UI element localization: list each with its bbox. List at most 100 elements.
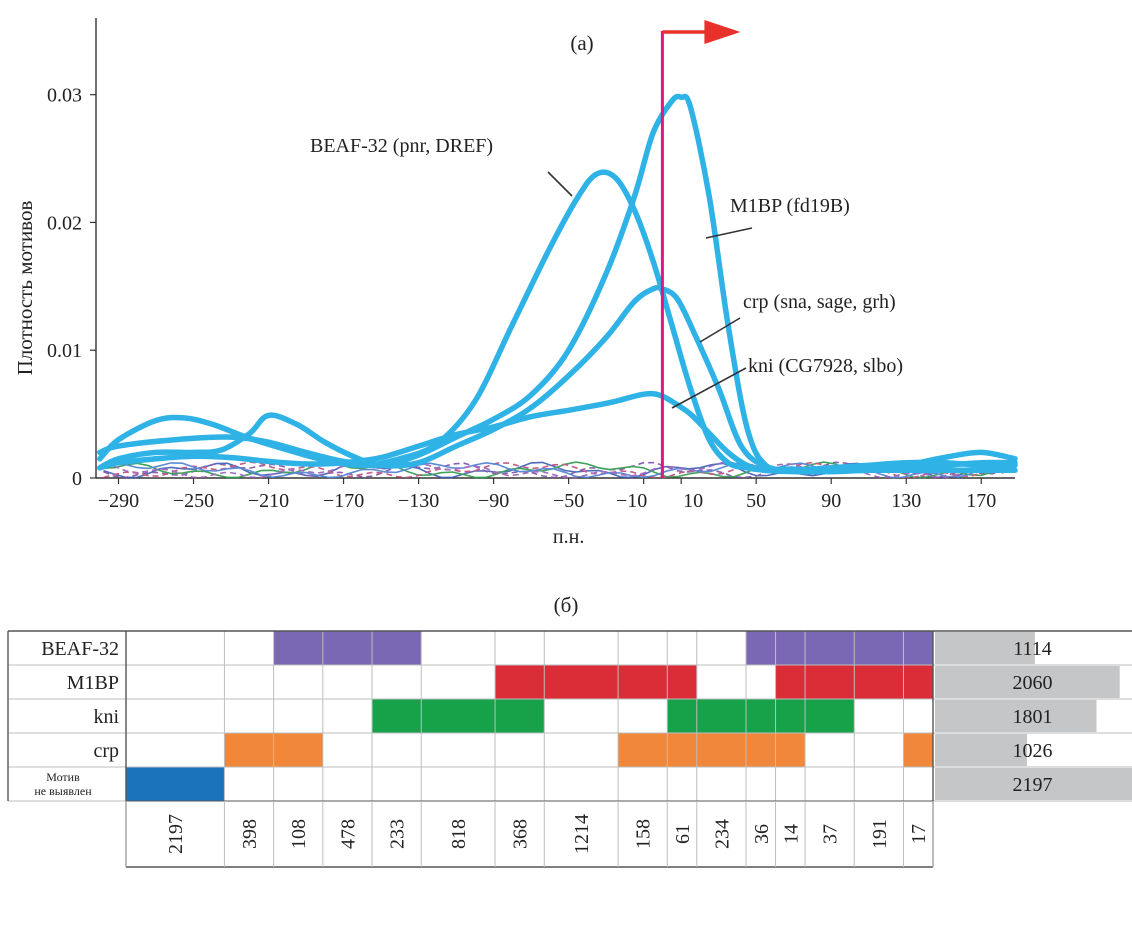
matrix-cell: [273, 733, 323, 767]
matrix-cell: [544, 665, 619, 699]
row-label: M1BP: [67, 672, 119, 694]
row-total-label: 2060: [1013, 672, 1053, 694]
matrix-cell: [746, 699, 776, 733]
matrix-cell: [618, 733, 668, 767]
matrix-cell: [273, 631, 323, 665]
tss-arrow-head: [704, 20, 741, 44]
annotation-label: kni (CG7928, slbo): [748, 355, 903, 377]
annotation-leader: [671, 367, 747, 409]
row-total-bar: [935, 768, 1132, 800]
row-total-bar: [935, 666, 1120, 698]
matrix-cell: [322, 631, 373, 665]
matrix-cell: [854, 631, 904, 665]
background-line: [103, 461, 1004, 479]
x-tick-label: −50: [553, 490, 584, 512]
row-total-label: 1114: [1013, 638, 1052, 660]
annotation-label: M1BP (fd19B): [730, 195, 850, 217]
row-total-bar: [935, 734, 1027, 766]
x-tick-label: −250: [173, 490, 214, 512]
y-tick-label: 0.01: [47, 340, 82, 362]
matrix-cell: [372, 631, 422, 665]
y-tick-label: 0.03: [47, 85, 82, 107]
x-axis-title: п.н.: [553, 526, 584, 548]
matrix-cell: [372, 699, 422, 733]
column-count-label: 191: [869, 819, 891, 849]
matrix-cell: [746, 631, 776, 665]
column-count-label: 234: [711, 819, 733, 849]
matrix-cell: [224, 733, 274, 767]
column-count-label: 233: [387, 819, 409, 849]
x-tick-label: 50: [746, 490, 766, 512]
matrix-cell: [775, 665, 806, 699]
column-count-label: 36: [751, 824, 773, 844]
annotation-leader: [705, 227, 753, 239]
matrix-cell: [667, 733, 697, 767]
matrix-cell: [495, 699, 545, 733]
matrix-cell: [495, 665, 545, 699]
matrix-cell: [903, 631, 933, 665]
row-total-label: 1801: [1013, 706, 1053, 728]
column-count-label: 368: [510, 819, 532, 849]
annotation-leader: [547, 171, 573, 197]
row-label: BEAF-32: [41, 638, 119, 660]
x-tick-label: 170: [966, 490, 996, 512]
matrix-cell: [903, 665, 933, 699]
panel-label-b: (б): [554, 593, 579, 617]
x-tick-label: −290: [98, 490, 139, 512]
row-total-label: 1026: [1013, 740, 1053, 762]
annotation-label: crp (sna, sage, grh): [743, 291, 896, 313]
row-total-bar: [935, 700, 1097, 732]
y-tick-label: 0.02: [47, 212, 82, 234]
row-label: не выявлен: [34, 784, 92, 798]
x-tick-label: −90: [478, 490, 509, 512]
x-tick-label: 90: [821, 490, 841, 512]
x-tick-label: 130: [891, 490, 921, 512]
annotation-leader: [699, 317, 741, 343]
x-tick-label: −210: [248, 490, 289, 512]
x-tick-label: −10: [616, 490, 647, 512]
matrix-cell: [805, 665, 855, 699]
annotation-label: BEAF-32 (pnr, DREF): [310, 135, 493, 157]
matrix-cell: [854, 665, 904, 699]
matrix-cell: [805, 631, 855, 665]
matrix-cell: [903, 733, 933, 767]
matrix-cell: [618, 665, 668, 699]
row-label: Мотив: [46, 770, 80, 784]
x-tick-label: −130: [398, 490, 439, 512]
column-count-label: 1214: [571, 814, 593, 854]
series-line: [97, 169, 1018, 475]
matrix-cell: [126, 767, 225, 801]
x-tick-label: −170: [323, 490, 364, 512]
row-total-bar: [935, 632, 1035, 664]
matrix-cell: [667, 699, 697, 733]
matrix-cell: [421, 699, 496, 733]
x-tick-label: 10: [683, 490, 703, 512]
y-tick-label: 0: [72, 468, 82, 490]
column-count-label: 61: [672, 824, 694, 844]
column-count-label: 108: [288, 819, 310, 849]
matrix-cell: [667, 665, 697, 699]
row-label: kni: [93, 706, 119, 728]
y-axis-title: Плотность мотивов: [13, 201, 37, 376]
series-line: [97, 390, 1018, 474]
column-count-label: 37: [820, 824, 842, 844]
row-total-label: 2197: [1013, 774, 1053, 796]
column-count-label: 158: [633, 819, 655, 849]
column-count-label: 818: [448, 819, 470, 849]
column-count-label: 17: [908, 824, 930, 844]
series-line: [97, 284, 1018, 474]
matrix-cell: [775, 631, 806, 665]
column-count-label: 2197: [165, 814, 187, 854]
column-count-label: 14: [780, 824, 802, 844]
motif-density-chart: −290 −250 −210 −170 −130 −90 −50 −10 10 50 90 130 17…: [13, 18, 1018, 548]
matrix-cell: [696, 733, 747, 767]
matrix-cell: [775, 733, 806, 767]
matrix-cell: [775, 699, 806, 733]
panel-label-a: (a): [570, 31, 593, 55]
matrix-cell: [746, 733, 776, 767]
matrix-cell: [805, 699, 855, 733]
column-count-label: 398: [239, 819, 261, 849]
row-label: crp: [93, 740, 119, 762]
column-count-label: 478: [337, 819, 359, 849]
matrix-cell: [696, 699, 747, 733]
